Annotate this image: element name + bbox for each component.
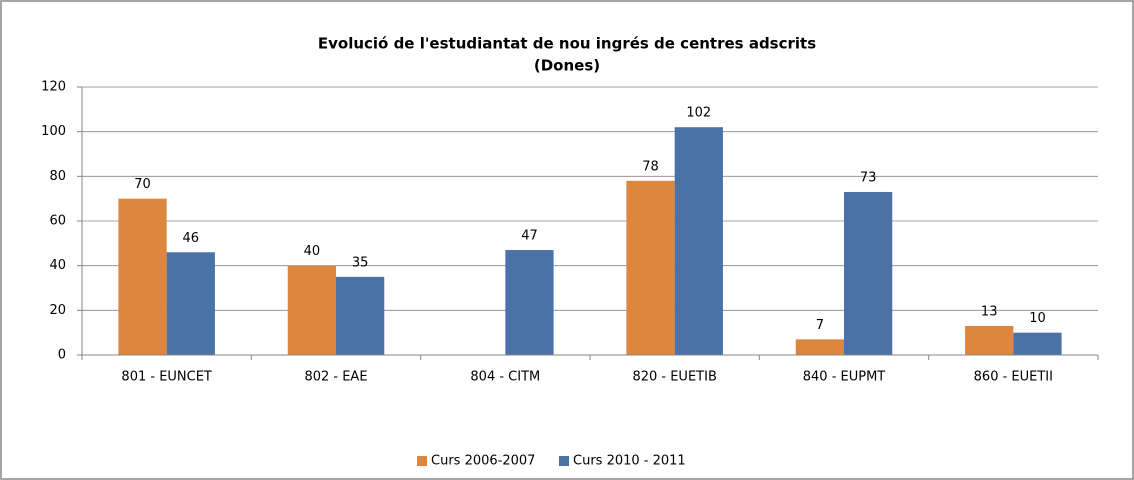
x-tick-label: 820 - EUETIB: [632, 370, 716, 385]
bar: [336, 276, 385, 355]
y-tick-label: 60: [49, 214, 66, 229]
bar: [965, 325, 1014, 355]
bar: [166, 252, 215, 355]
y-tick-label: 100: [41, 124, 66, 139]
legend-swatch: [559, 456, 569, 466]
x-tick-label: 801 - EUNCET: [121, 370, 212, 385]
data-label: 47: [521, 229, 538, 244]
data-label: 78: [642, 159, 659, 174]
chart-title: Evolució de l'estudiantat de nou ingrés …: [318, 35, 816, 53]
y-tick-label: 120: [41, 80, 66, 95]
legend-swatch: [417, 456, 427, 466]
bar: [118, 198, 167, 355]
y-tick-label: 40: [49, 258, 66, 273]
data-label: 13: [981, 304, 998, 319]
bar: [844, 191, 893, 355]
data-label: 46: [183, 231, 200, 246]
bar: [287, 265, 336, 355]
data-label: 40: [304, 244, 321, 259]
chart-subtitle: (Dones): [534, 57, 600, 75]
bar: [505, 250, 554, 355]
y-tick-label: 80: [49, 169, 66, 184]
bar: [674, 127, 723, 355]
x-tick-label: 802 - EAE: [304, 370, 367, 385]
data-label: 10: [1029, 311, 1046, 326]
x-tick-label: 840 - EUPMT: [803, 370, 886, 385]
x-tick-label: 860 - EUETII: [974, 370, 1053, 385]
bar: [626, 180, 675, 355]
data-label: 102: [686, 106, 711, 121]
data-label: 73: [860, 170, 877, 185]
data-label: 7: [816, 318, 824, 333]
data-label: 35: [352, 255, 369, 270]
legend-label: Curs 2010 - 2011: [573, 454, 686, 469]
y-tick-label: 0: [58, 348, 66, 363]
data-label: 70: [134, 177, 151, 192]
legend-label: Curs 2006-2007: [431, 454, 535, 469]
y-tick-label: 20: [49, 303, 66, 318]
x-tick-label: 804 - CITM: [470, 370, 540, 385]
bar: [1013, 332, 1062, 355]
bar: [795, 339, 844, 355]
